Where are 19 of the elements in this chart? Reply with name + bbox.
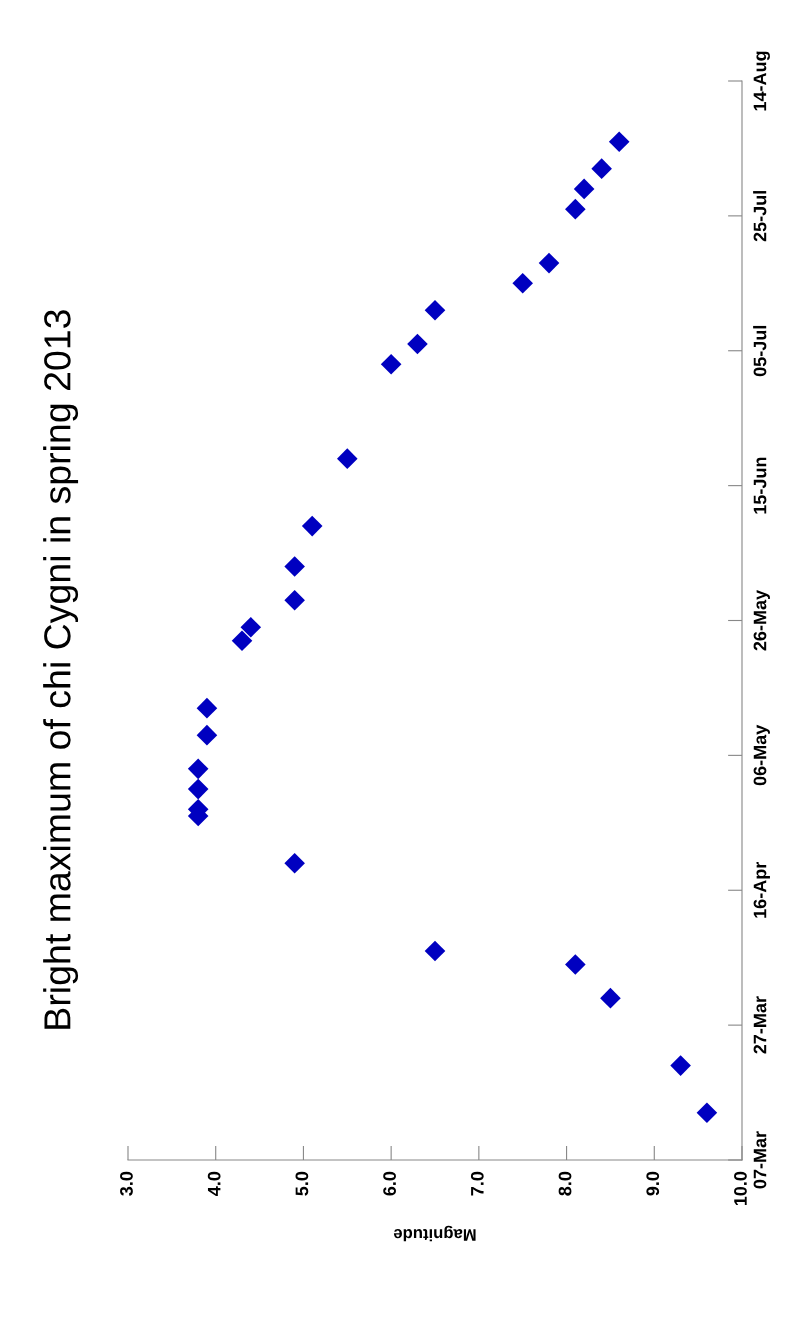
y-tick-label: 06-May	[753, 724, 770, 786]
y-tick-label: 07-Mar	[753, 1131, 767, 1189]
y-tick-label: 25-Jul	[753, 191, 767, 242]
x-tick-label: 8.0	[558, 1171, 572, 1196]
x-tick-label: 6.0	[383, 1171, 396, 1196]
x-axis-title: Magnitude	[393, 1225, 476, 1242]
y-tick-label: 27-Mar	[753, 996, 767, 1054]
y-tick-label: 05-Jul	[753, 325, 767, 377]
y-tick-label: 26-May	[753, 589, 770, 651]
x-tick-label: 5.0	[295, 1171, 309, 1196]
x-tick-label: 9.0	[646, 1171, 660, 1196]
x-tick-label: 10.0	[734, 1171, 747, 1206]
y-tick-label: 15-Jun	[753, 457, 767, 514]
x-tick-label: 4.0	[207, 1171, 221, 1196]
y-tick-label: 14-Aug	[753, 51, 770, 111]
y-tick-label: 16-Apr	[753, 861, 770, 918]
x-tick-label: 3.0	[120, 1171, 133, 1196]
x-tick-label: 7.0	[470, 1171, 484, 1196]
text: Bright maximum of chi Cygni in spring 2013	[43, 310, 79, 1029]
